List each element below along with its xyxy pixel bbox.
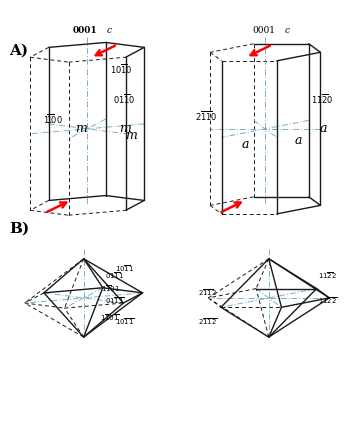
Text: $01\overline{1}0$: $01\overline{1}0$ (113, 92, 136, 106)
Text: $01\overline{1}\overline{1}$: $01\overline{1}\overline{1}$ (105, 295, 124, 306)
Text: m: m (119, 122, 131, 135)
Text: 0001: 0001 (73, 26, 98, 35)
Text: $1\!\overline{1}\!00$: $1\!\overline{1}\!00$ (43, 112, 63, 126)
Text: $10\overline{1}\overline{1}$: $10\overline{1}\overline{1}$ (115, 317, 135, 328)
Text: c: c (107, 26, 112, 35)
Text: $10\overline{1}1$: $10\overline{1}1$ (115, 264, 134, 274)
Text: $11\overline{2}0$: $11\overline{2}0$ (311, 92, 333, 106)
Text: a: a (320, 122, 327, 135)
Text: $1\overline{1}01$: $1\overline{1}01$ (101, 283, 120, 294)
Text: $01\overline{1}1$: $01\overline{1}1$ (105, 270, 124, 280)
Text: $2\overline{1}\overline{1}\overline{2}$: $2\overline{1}\overline{1}\overline{2}$ (198, 316, 218, 327)
Text: $11\overline{2}2$: $11\overline{2}2$ (318, 271, 337, 281)
Text: c: c (285, 26, 290, 35)
Text: $2\overline{1}\overline{1}0$: $2\overline{1}\overline{1}0$ (195, 109, 218, 123)
Text: $1\overline{1}0\overline{1}$: $1\overline{1}0\overline{1}$ (100, 312, 120, 323)
Text: a: a (242, 138, 249, 151)
Text: $10\overline{1}0$: $10\overline{1}0$ (110, 62, 133, 76)
Text: A): A) (9, 43, 28, 57)
Text: 0001: 0001 (252, 26, 275, 35)
Text: m: m (126, 130, 137, 142)
Text: $2\overline{1}\overline{1}2$: $2\overline{1}\overline{1}2$ (198, 288, 218, 298)
Text: $11\overline{2}\overline{2}$: $11\overline{2}\overline{2}$ (318, 296, 338, 306)
Text: m: m (75, 122, 87, 135)
Text: a: a (295, 134, 302, 147)
Text: B): B) (9, 221, 29, 235)
